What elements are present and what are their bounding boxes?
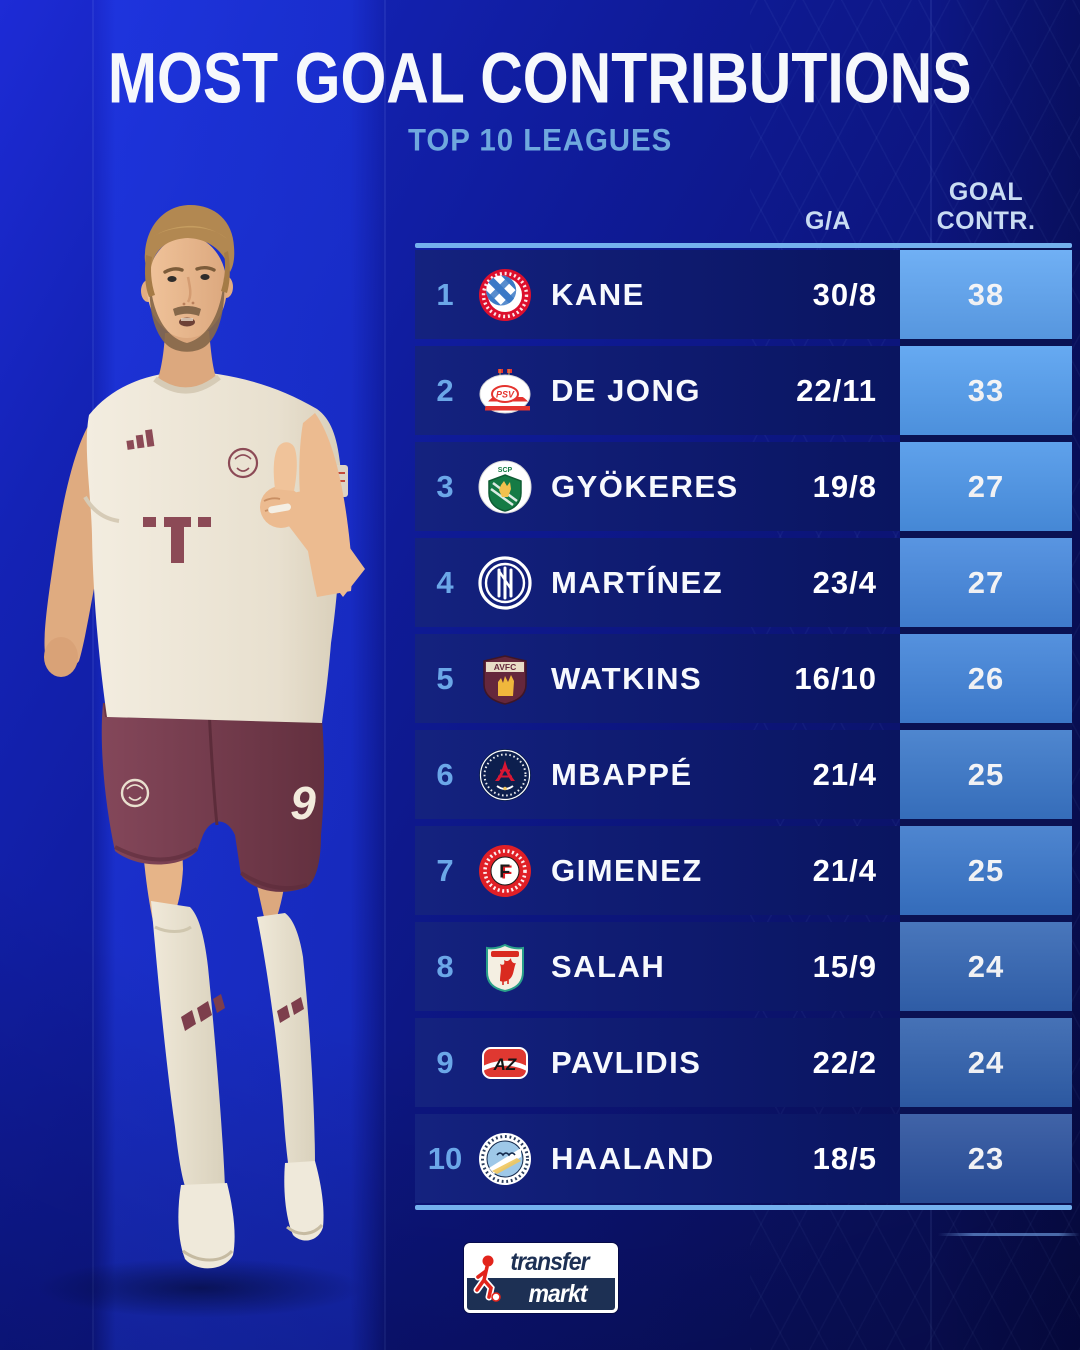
player-name: HAALAND <box>551 1140 715 1176</box>
table-row: 2 PSV DE JONG 22/11 33 <box>415 346 1072 435</box>
table-row: 10 HAALAND 18/5 23 <box>415 1114 1072 1203</box>
background-seam <box>384 0 386 1350</box>
svg-text:F: F <box>501 862 512 882</box>
goal-contr-cell: 27 <box>900 538 1072 627</box>
player-shorts <box>101 703 325 892</box>
table-top-border <box>415 243 1072 248</box>
goal-contr-cell: 24 <box>900 922 1072 1011</box>
table-row: 4 MARTÍNEZ 23/4 27 <box>415 538 1072 627</box>
player-name: MARTÍNEZ <box>551 564 724 600</box>
goals-assists-value: 19/8 <box>812 468 877 504</box>
goal-contr-cell: 24 <box>900 1018 1072 1107</box>
goals-assists-value: 22/2 <box>812 1044 877 1080</box>
player-hair <box>144 205 235 273</box>
transfermarkt-player-icon <box>473 1255 501 1302</box>
column-header-ga: G/A <box>805 207 851 235</box>
club-badge-man-city-icon <box>477 1131 533 1187</box>
transfermarkt-logo: transfer markt <box>464 1243 618 1313</box>
player-name: KANE <box>551 276 645 312</box>
goal-contr-cell: 27 <box>900 442 1072 531</box>
player-name: SALAH <box>551 948 666 984</box>
column-header-goal-contr: GOAL CONTR. <box>936 178 1036 235</box>
thumbs-up <box>273 442 297 491</box>
goals-assists-value: 16/10 <box>794 660 877 696</box>
rank-label: 6 <box>436 756 454 792</box>
goals-assists-value: 15/9 <box>812 948 877 984</box>
page-subtitle: TOP 10 LEAGUES <box>407 121 673 158</box>
table-row: 9 AZ PAVLIDIS 22/2 24 <box>415 1018 1072 1107</box>
rank-label: 4 <box>436 564 454 600</box>
player-name: WATKINS <box>551 660 703 696</box>
rank-label: 3 <box>436 468 454 504</box>
shirt-number: 9 <box>290 777 316 829</box>
ranking-table: 1 KANE 30/8 38 2 PSV DE JONG 22/11 33 <box>415 250 1072 1210</box>
svg-text:SCP: SCP <box>498 467 513 474</box>
page-title: MOST GOAL CONTRIBUTIONS <box>108 38 972 119</box>
table-row: 1 KANE 30/8 38 <box>415 250 1072 339</box>
player-shadow <box>35 1258 365 1318</box>
rank-label: 1 <box>436 276 454 312</box>
goal-contr-cell: 33 <box>900 346 1072 435</box>
club-badge-sporting-icon: SCP <box>477 459 533 515</box>
rank-label: 10 <box>427 1140 463 1176</box>
table-row: 5 AVFC WATKINS 16/10 26 <box>415 634 1072 723</box>
table-row: 8 SALAH 15/9 24 <box>415 922 1072 1011</box>
table-bottom-border <box>415 1205 1072 1210</box>
svg-text:AZ: AZ <box>493 1055 517 1074</box>
goal-contr-cell: 25 <box>900 730 1072 819</box>
background-glow-line <box>938 1233 1080 1236</box>
club-badge-az-icon: AZ <box>477 1035 533 1091</box>
club-badge-inter-icon <box>477 555 533 611</box>
goal-contr-cell: 25 <box>900 826 1072 915</box>
goals-assists-value: 21/4 <box>812 756 877 792</box>
club-badge-psg-icon <box>477 747 533 803</box>
goals-assists-value: 21/4 <box>812 852 877 888</box>
goal-contr-cell: 26 <box>900 634 1072 723</box>
table-row: 3 SCP GYÖKERES 19/8 27 <box>415 442 1072 531</box>
goals-assists-value: 22/11 <box>796 372 877 408</box>
rank-label: 9 <box>436 1044 454 1080</box>
svg-text:PSV: PSV <box>496 389 515 399</box>
goal-contr-cell: 38 <box>900 250 1072 339</box>
background-seam <box>92 0 94 1350</box>
player-name: MBAPPÉ <box>551 756 693 792</box>
svg-text:F: F <box>499 861 510 881</box>
club-badge-bayern-icon <box>477 267 533 323</box>
goal-contr-cell: 23 <box>900 1114 1072 1203</box>
rank-label: 2 <box>436 372 454 408</box>
rank-label: 7 <box>436 852 454 888</box>
svg-text:AVFC: AVFC <box>494 662 517 672</box>
player-beard <box>149 277 225 352</box>
brand-word-top: transfer <box>510 1247 590 1276</box>
player-name: DE JONG <box>551 372 702 408</box>
club-badge-psv-icon: PSV <box>477 363 533 419</box>
player-face <box>147 236 227 338</box>
brand-word-bottom: markt <box>528 1279 588 1308</box>
goals-assists-value: 23/4 <box>812 564 877 600</box>
player-name: PAVLIDIS <box>551 1044 702 1080</box>
rank-label: 5 <box>436 660 454 696</box>
player-name: GIMENEZ <box>551 852 703 888</box>
club-badge-liverpool-icon <box>477 939 533 995</box>
rank-label: 8 <box>436 948 454 984</box>
goals-assists-value: 18/5 <box>812 1140 877 1176</box>
player-photo-harry-kane: 9 <box>44 205 365 1269</box>
club-badge-aston-villa-icon: AVFC <box>477 651 533 707</box>
player-name: GYÖKERES <box>551 468 739 504</box>
table-row: 6 MBAPPÉ 21/4 25 <box>415 730 1072 819</box>
telekom-logo <box>143 517 211 563</box>
goals-assists-value: 30/8 <box>812 276 877 312</box>
